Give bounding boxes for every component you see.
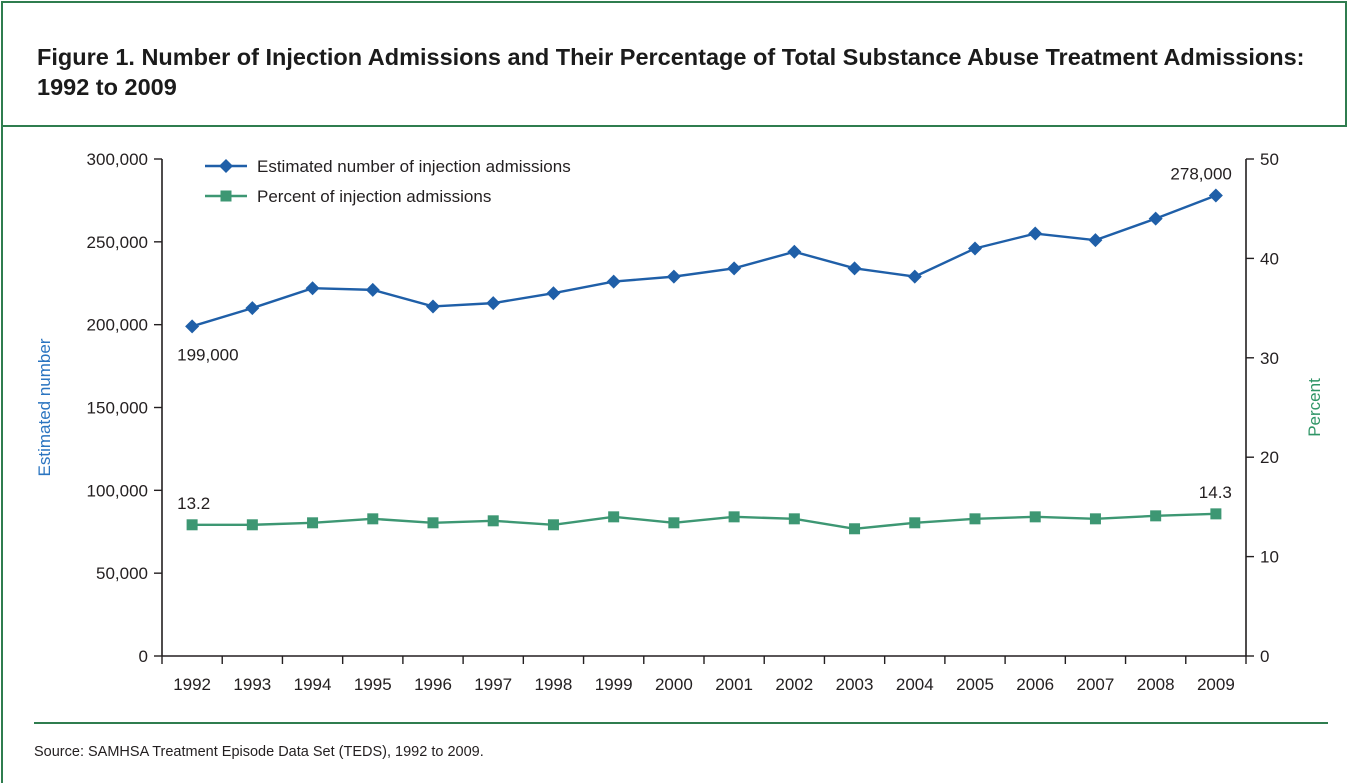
- x-tick-label: 2007: [1077, 675, 1115, 694]
- data-point-diamond: [727, 261, 742, 276]
- y-tick-label-right: 10: [1260, 548, 1279, 567]
- title-box: Figure 1. Number of Injection Admissions…: [1, 1, 1347, 127]
- data-point-square: [186, 519, 198, 531]
- data-point-diamond: [1148, 211, 1163, 226]
- y-axis-title-left: Estimated number: [35, 338, 54, 476]
- figure-title: Figure 1. Number of Injection Admissions…: [37, 44, 1305, 100]
- y-tick-label-right: 40: [1260, 249, 1279, 268]
- data-point-square: [668, 517, 680, 529]
- x-tick-label: 2003: [836, 675, 874, 694]
- data-point-square: [849, 523, 861, 535]
- data-point-diamond: [606, 274, 621, 289]
- data-point-square: [1089, 513, 1101, 525]
- x-tick-label: 2004: [896, 675, 934, 694]
- x-tick-label: 2005: [956, 675, 994, 694]
- y-tick-label-right: 30: [1260, 349, 1279, 368]
- data-point-square: [1029, 511, 1041, 523]
- data-point-diamond: [486, 296, 501, 311]
- data-point-square: [969, 513, 981, 525]
- source-note: Source: SAMHSA Treatment Episode Data Se…: [34, 744, 484, 760]
- y-tick-label-right: 0: [1260, 647, 1269, 666]
- y-tick-label-right: 50: [1260, 150, 1279, 169]
- data-point-diamond: [546, 286, 561, 301]
- x-tick-label: 2009: [1197, 675, 1235, 694]
- legend-marker-diamond: [219, 159, 233, 173]
- y-tick-label-left: 100,000: [87, 481, 148, 500]
- data-point-square: [1210, 508, 1222, 520]
- x-tick-label: 1995: [354, 675, 392, 694]
- legend-label: Percent of injection admissions: [257, 187, 491, 206]
- data-point-square: [1150, 510, 1162, 522]
- x-tick-label: 2008: [1137, 675, 1175, 694]
- data-point-square: [427, 517, 439, 529]
- x-tick-label: 2001: [715, 675, 753, 694]
- legend-label: Estimated number of injection admissions: [257, 157, 571, 176]
- data-point-square: [728, 511, 740, 523]
- data-label: 13.2: [177, 494, 210, 513]
- x-tick-label: 1994: [294, 675, 332, 694]
- data-point-diamond: [365, 282, 380, 297]
- x-tick-label: 2000: [655, 675, 693, 694]
- x-tick-label: 1997: [474, 675, 512, 694]
- data-point-diamond: [1208, 188, 1223, 203]
- y-tick-label-left: 50,000: [96, 564, 148, 583]
- data-point-diamond: [847, 261, 862, 276]
- y-tick-label-left: 200,000: [87, 316, 148, 335]
- data-point-diamond: [1088, 233, 1103, 248]
- y-tick-label-right: 20: [1260, 448, 1279, 467]
- data-point-diamond: [305, 281, 320, 296]
- y-tick-label-left: 150,000: [87, 399, 148, 418]
- data-point-diamond: [666, 269, 681, 284]
- data-point-square: [487, 515, 499, 527]
- source-divider: [34, 722, 1328, 724]
- x-tick-label: 1993: [233, 675, 271, 694]
- data-point-square: [307, 517, 319, 529]
- data-point-square: [909, 517, 921, 529]
- x-tick-label: 2002: [775, 675, 813, 694]
- data-point-diamond: [426, 299, 440, 314]
- y-tick-label-left: 250,000: [87, 233, 148, 252]
- data-point-square: [246, 519, 258, 531]
- data-point-diamond: [185, 319, 200, 334]
- data-point-diamond: [787, 244, 802, 259]
- legend-marker-square: [220, 190, 232, 202]
- y-tick-label-left: 300,000: [87, 150, 148, 169]
- data-label: 199,000: [177, 345, 238, 364]
- data-label: 14.3: [1199, 483, 1232, 502]
- x-tick-label: 1996: [414, 675, 452, 694]
- series-line: [192, 512, 1216, 530]
- x-tick-label: 1998: [535, 675, 573, 694]
- data-point-square: [608, 511, 620, 523]
- y-tick-label-left: 0: [139, 647, 148, 666]
- y-axis-title-right: Percent: [1305, 378, 1324, 437]
- data-point-diamond: [968, 241, 982, 256]
- left-border: [1, 127, 3, 783]
- data-point-diamond: [1028, 226, 1043, 241]
- data-point-square: [547, 519, 559, 531]
- data-point-diamond: [245, 301, 260, 316]
- data-point-square: [788, 513, 800, 525]
- series-line: [191, 194, 1217, 328]
- data-label: 278,000: [1170, 164, 1231, 183]
- data-point-diamond: [907, 269, 922, 284]
- x-tick-label: 1992: [173, 675, 211, 694]
- data-point-square: [367, 513, 379, 525]
- x-tick-label: 1999: [595, 675, 633, 694]
- x-tick-label: 2006: [1016, 675, 1054, 694]
